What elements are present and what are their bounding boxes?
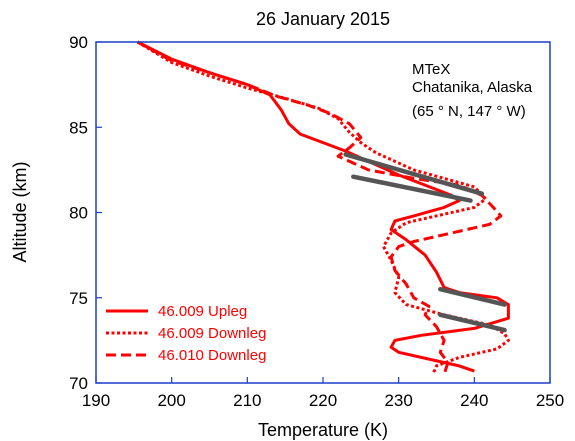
chart-title: 26 January 2015 <box>256 9 390 29</box>
annotation-line: Chatanika, Alaska <box>412 79 533 96</box>
x-axis-label: Temperature (K) <box>258 420 388 440</box>
annotation-line: MTeX <box>412 61 450 78</box>
x-tick-label: 240 <box>460 391 488 410</box>
y-axis-label: Altitude (km) <box>10 161 30 262</box>
legend-label-1: 46.009 Upleg <box>158 303 247 320</box>
y-axis: 70 75 80 85 90 <box>69 33 102 393</box>
x-axis: 190 200 210 220 230 240 250 <box>82 377 564 410</box>
x-tick-label: 250 <box>536 391 564 410</box>
x-tick-label: 190 <box>82 391 110 410</box>
y-tick-label: 90 <box>69 33 88 52</box>
annotation-line: (65 ° N, 147 ° W) <box>412 103 526 120</box>
fit-layer <box>343 152 507 333</box>
x-tick-label: 220 <box>309 391 337 410</box>
fit-line-3 <box>438 286 507 307</box>
fit-line-2 <box>351 174 473 203</box>
y-tick-label: 85 <box>69 118 88 137</box>
x-tick-label: 230 <box>384 391 412 410</box>
series-layer <box>136 40 510 376</box>
series-line-2 <box>136 40 510 376</box>
legend-label-3: 46.010 Downleg <box>158 347 266 364</box>
legend-label-2: 46.009 Downleg <box>158 325 266 342</box>
x-tick-label: 210 <box>233 391 261 410</box>
legend: 46.009 Upleg 46.009 Downleg 46.010 Downleg <box>106 303 266 364</box>
y-tick-label: 75 <box>69 289 88 308</box>
series-line-1 <box>136 40 510 373</box>
fit-line-1 <box>343 152 485 196</box>
y-tick-label: 70 <box>69 374 88 393</box>
x-tick-label: 200 <box>157 391 185 410</box>
annotation-box: MTeX Chatanika, Alaska (65 ° N, 147 ° W) <box>412 61 533 120</box>
fit-line-4 <box>438 312 507 333</box>
y-tick-label: 80 <box>69 204 88 223</box>
series-line-3 <box>136 40 503 375</box>
